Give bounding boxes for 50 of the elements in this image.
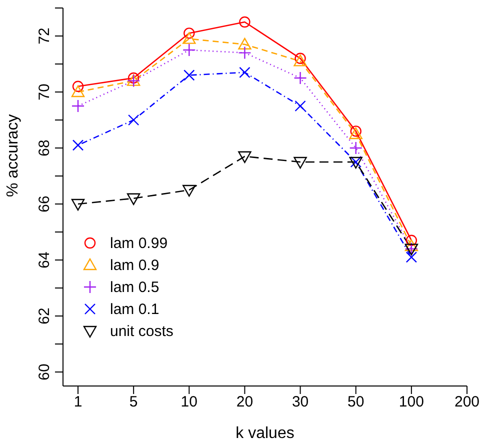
point: [184, 28, 195, 39]
point: [71, 198, 85, 211]
point: [182, 32, 196, 44]
point: [182, 43, 196, 57]
point: [239, 16, 250, 28]
point: [294, 54, 307, 66]
y-tick-label: 70: [36, 84, 53, 100]
legend-label: lam 0.9: [110, 256, 160, 274]
point: [294, 52, 306, 64]
legend-label: lam 0.1: [110, 300, 160, 318]
x-tick-label: 30: [292, 394, 309, 411]
y-tick-label: 62: [36, 308, 53, 324]
y-tick-label: 72: [36, 28, 53, 44]
point: [184, 70, 195, 81]
y-tick-label: 66: [36, 196, 53, 212]
point: [404, 239, 418, 252]
legend-label: unit costs: [110, 322, 174, 340]
point: [238, 46, 252, 60]
point: [238, 151, 252, 163]
point: [350, 126, 362, 137]
point: [239, 66, 250, 78]
x-tick-label: 200: [454, 394, 480, 411]
x-tick-label: 10: [180, 394, 198, 411]
point: [349, 127, 362, 140]
point: [406, 252, 418, 263]
y-tick-label: 64: [36, 252, 53, 268]
y-tick-label: 68: [36, 140, 53, 156]
legend-label: lam 0.99: [110, 234, 168, 252]
x-tick-label: 50: [348, 394, 364, 411]
y-tick-label: 60: [36, 364, 53, 380]
point: [294, 71, 307, 85]
x-tick-label: 5: [129, 394, 138, 411]
point: [406, 234, 418, 246]
legend-label: lam 0.5: [110, 278, 160, 296]
x-tick-label: 20: [236, 394, 254, 411]
point: [126, 193, 140, 205]
point: [72, 140, 84, 151]
point: [72, 80, 84, 92]
point: [182, 184, 196, 197]
y-axis-title: % accuracy: [4, 114, 22, 197]
point: [71, 85, 85, 98]
point: [238, 38, 252, 50]
x-tick-label: 100: [398, 394, 424, 411]
x-tick-label: 1: [74, 394, 82, 411]
point: [71, 99, 85, 113]
point: [294, 156, 307, 169]
point: [294, 100, 306, 112]
x-axis-title: k values: [236, 425, 294, 440]
point: [128, 114, 140, 126]
point: [349, 141, 362, 155]
